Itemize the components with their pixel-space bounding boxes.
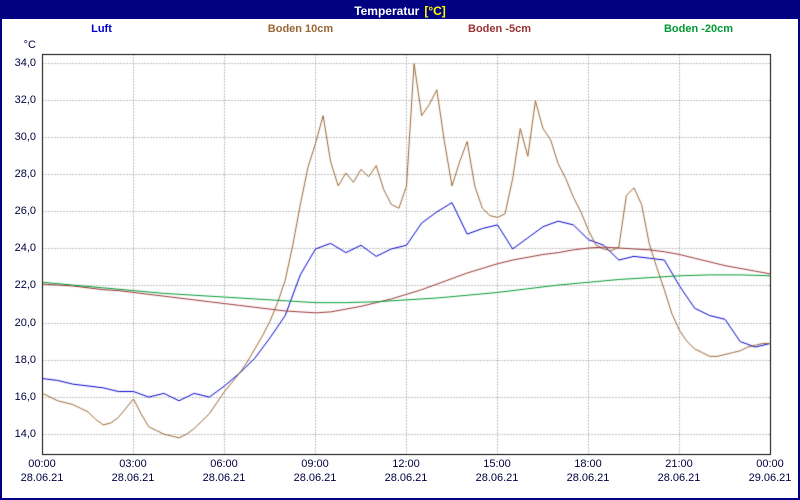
x-tick-time-label: 09:00 xyxy=(301,458,329,470)
x-tick-time-label: 00:00 xyxy=(28,458,56,470)
y-tick-label: 34,0 xyxy=(14,57,36,70)
y-tick-label: 20,0 xyxy=(14,316,36,329)
x-tick-date-label: 28.06.21 xyxy=(566,472,610,484)
x-tick-date-label: 28.06.21 xyxy=(293,472,337,484)
x-tick-date-label: 29.06.21 xyxy=(748,472,792,484)
x-tick-date-label: 28.06.21 xyxy=(20,472,64,484)
y-tick-label: 28,0 xyxy=(14,168,36,181)
y-tick-label: 14,0 xyxy=(14,427,36,440)
y-tick-label: 24,0 xyxy=(14,242,36,255)
y-tick-label: 26,0 xyxy=(14,205,36,218)
y-tick-label: 18,0 xyxy=(14,353,36,366)
x-tick-time-label: 15:00 xyxy=(483,458,511,470)
y-tick-label: 22,0 xyxy=(14,279,36,292)
x-tick-time-label: 12:00 xyxy=(392,458,420,470)
x-tick-date-label: 28.06.21 xyxy=(111,472,155,484)
y-tick-label: 32,0 xyxy=(14,94,36,107)
x-tick-time-label: 21:00 xyxy=(665,458,693,470)
x-tick-date-label: 28.06.21 xyxy=(202,472,246,484)
x-tick-date-label: 28.06.21 xyxy=(384,472,428,484)
x-tick-time-label: 06:00 xyxy=(210,458,238,470)
x-tick-date-label: 28.06.21 xyxy=(475,472,519,484)
y-tick-label: 30,0 xyxy=(14,131,36,144)
x-tick-time-label: 18:00 xyxy=(574,458,602,470)
x-tick-date-label: 28.06.21 xyxy=(657,472,701,484)
x-tick-time-label: 00:00 xyxy=(756,458,784,470)
x-tick-time-label: 03:00 xyxy=(119,458,147,470)
y-tick-label: 16,0 xyxy=(14,390,36,403)
